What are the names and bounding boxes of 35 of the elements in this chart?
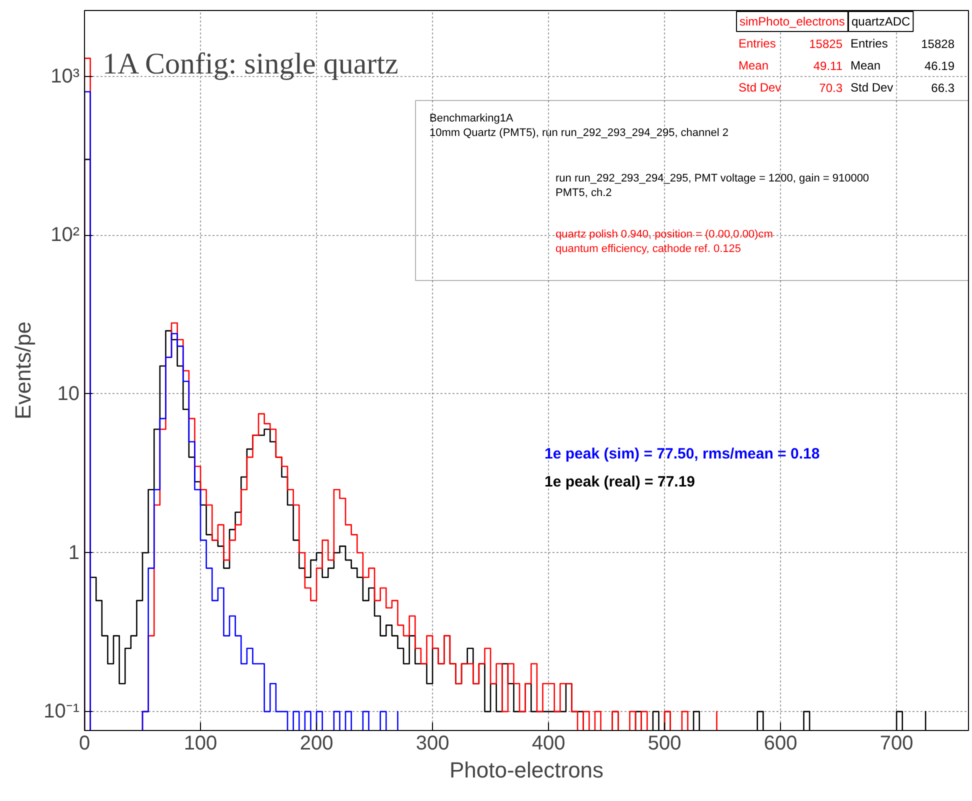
- annotation: Mean: [850, 58, 881, 72]
- y-tick-label: 10⁻¹: [44, 700, 80, 723]
- x-tick-label: 0: [78, 732, 90, 754]
- annotation: 1e peak (real) = 77.19: [544, 474, 696, 490]
- x-tick-label: 500: [648, 732, 682, 754]
- annotation: 15828: [921, 37, 955, 51]
- y-tick-label: 1: [68, 542, 80, 564]
- annotation: quartzADC: [852, 14, 911, 28]
- text: run run_292_293_294_295, PMT voltage = 1200, gain = 910000 PMT5, ch.2: [556, 172, 870, 199]
- annotation: simPhoto_electrons: [740, 14, 845, 28]
- annotation: 15825: [809, 37, 843, 51]
- annotation: Mean: [738, 58, 769, 72]
- annotation: Entries: [738, 36, 776, 50]
- y-tick-label: 10²: [50, 224, 80, 246]
- annotation: 46.19: [924, 59, 955, 73]
- x-tick-label: 300: [416, 732, 450, 754]
- text: quartz polish 0.940, position = (0.00,0.00)cm quantum efficiency, cathode ref. 0.125: [556, 228, 773, 255]
- y-tick-label: 10: [57, 382, 80, 405]
- annotation: 66.3: [931, 81, 955, 95]
- legend-title: Benchmarking1A 10mm Quartz (PMT5), run run_292_293_294_295, channel 2: [430, 112, 729, 139]
- x-tick-label: 700: [880, 732, 914, 754]
- y-axis-title: Events/pe: [10, 322, 36, 420]
- annotation: 49.11: [813, 59, 843, 73]
- y-tick-label: 10³: [50, 65, 80, 88]
- annotation: Entries: [850, 36, 888, 50]
- annotation: Std Dev: [738, 80, 782, 94]
- annotation: 70.3: [819, 81, 843, 95]
- annotation: Std Dev: [850, 80, 894, 94]
- annotation: 1e peak (sim) = 77.50, rms/mean = 0.18: [544, 446, 820, 462]
- x-tick-label: 200: [300, 732, 334, 754]
- x-axis-title: Photo-electrons: [449, 758, 604, 782]
- x-tick-label: 100: [184, 732, 218, 754]
- x-tick-label: 400: [532, 732, 566, 754]
- x-tick-label: 600: [764, 732, 798, 754]
- text: 1A Config: single quartz: [102, 48, 398, 80]
